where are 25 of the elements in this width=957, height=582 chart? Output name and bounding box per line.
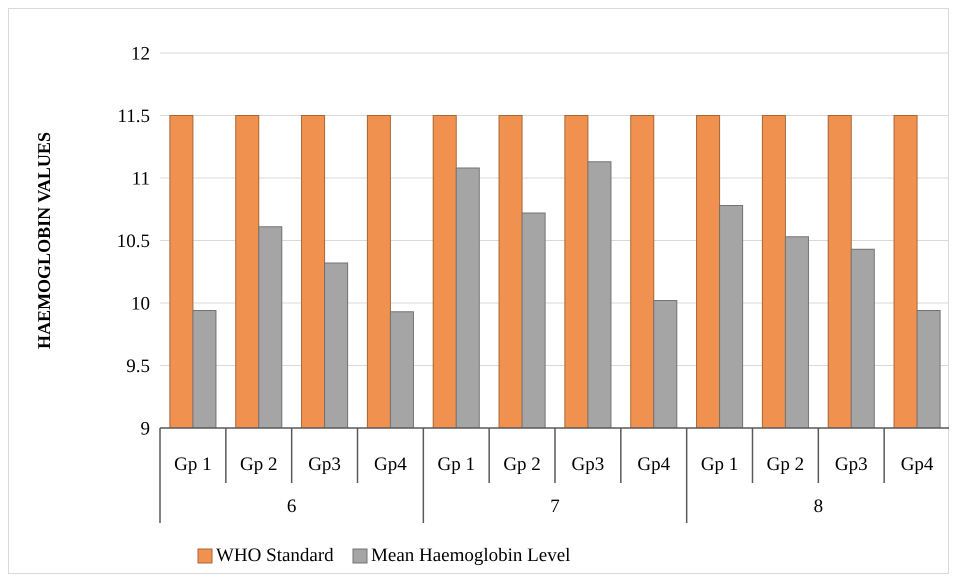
x-tick-label: Gp3 (308, 454, 341, 475)
y-tick-label: 12 (131, 44, 150, 65)
y-tick-label: 9 (140, 418, 150, 440)
y-tick-label: 11 (132, 168, 150, 190)
x-tick-label: Gp 1 (174, 454, 212, 475)
x-tick-label: Gp 1 (438, 454, 475, 475)
x-tick-label: Gp4 (900, 454, 934, 475)
x-tick-label: Gp 2 (240, 454, 278, 475)
text: 6 (286, 496, 296, 517)
y-tick-label: 11.5 (117, 106, 150, 128)
x-tick-label: Gp4 (637, 454, 671, 475)
legend-label: WHO Standard (216, 545, 334, 566)
x-tick-label: Gp3 (572, 454, 604, 475)
y-tick-label: 9.5 (126, 356, 150, 378)
y-axis-title: HAEMOGLOBIN VALUES (34, 132, 54, 349)
legend-label: Mean Haemoglobin Level (371, 545, 570, 566)
x-tick-label: Gp4 (374, 454, 408, 475)
x-tick-label: Gp3 (834, 454, 868, 475)
x-tick-label: Gp 2 (766, 454, 804, 475)
text: 7 (550, 496, 560, 517)
x-tick-label: Gp 1 (700, 454, 738, 475)
text: 8 (814, 496, 824, 517)
y-tick-label: 10.5 (116, 231, 150, 252)
x-tick-label: Gp 2 (503, 454, 541, 475)
y-tick-label: 10 (131, 294, 150, 315)
